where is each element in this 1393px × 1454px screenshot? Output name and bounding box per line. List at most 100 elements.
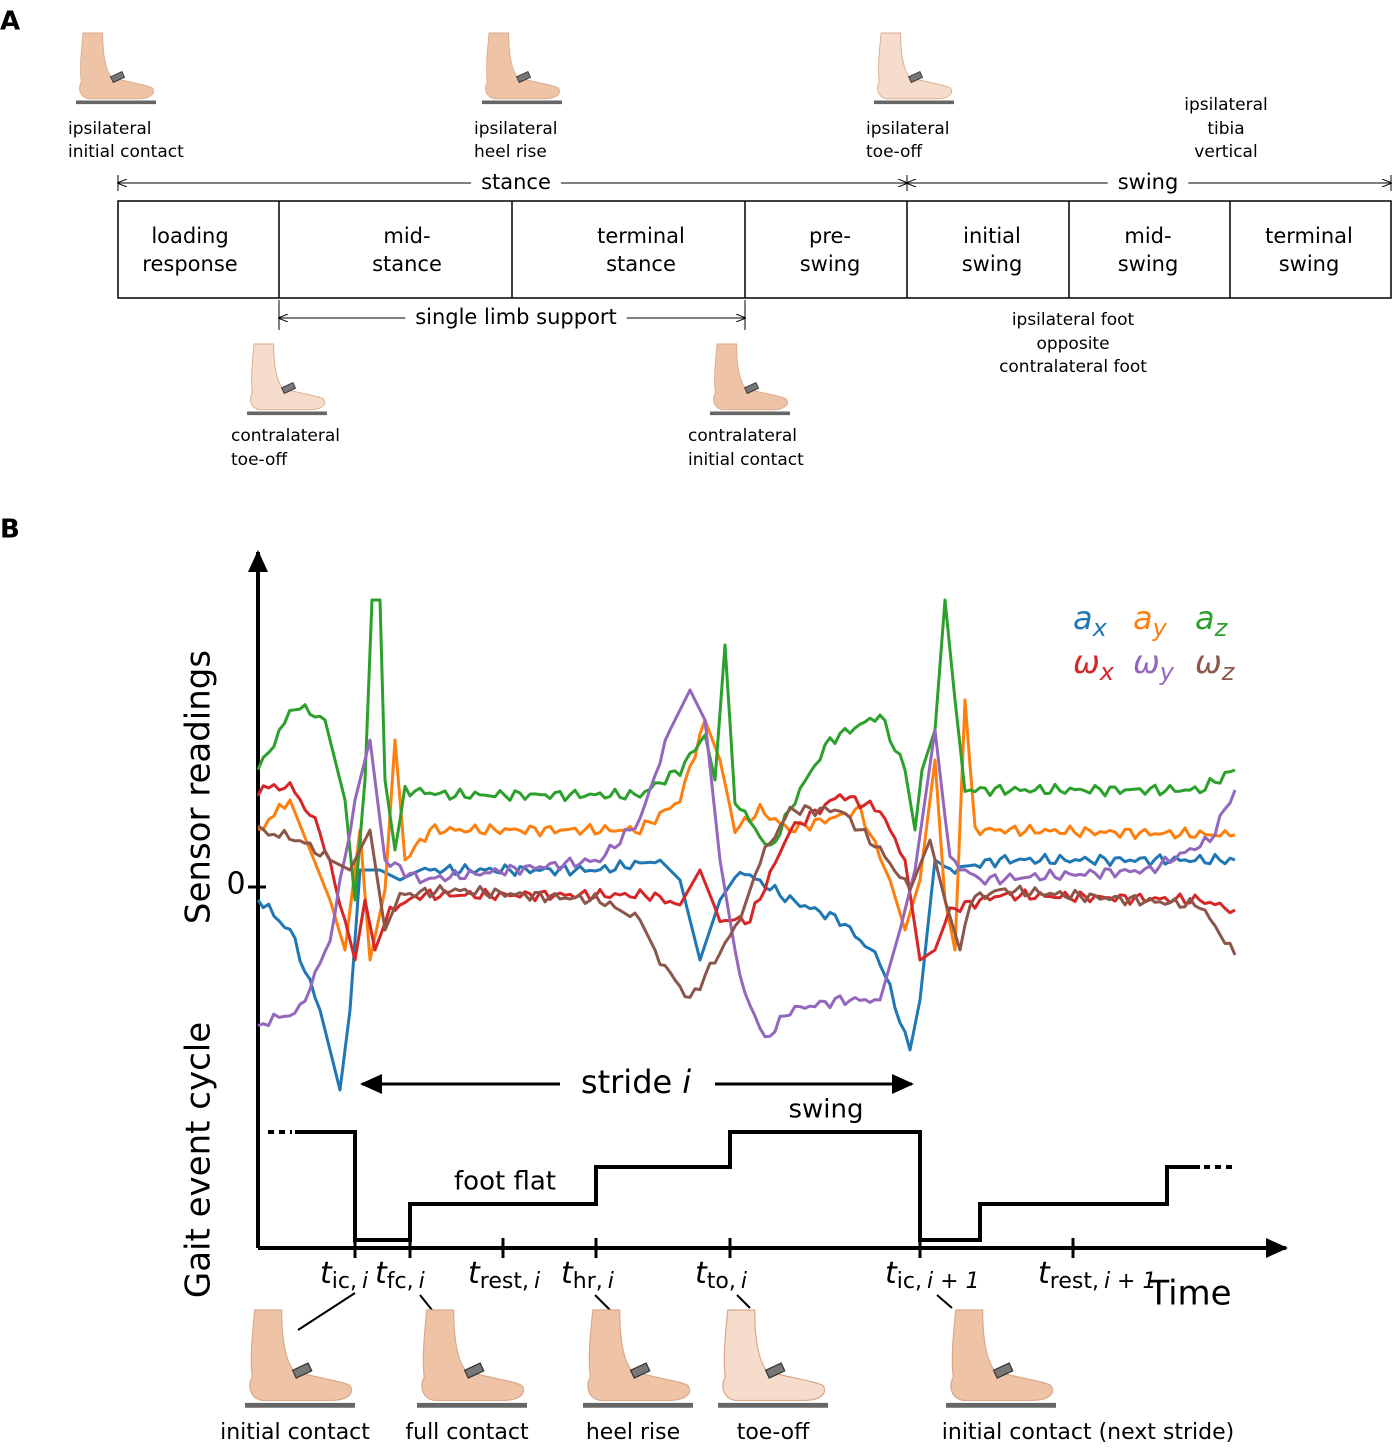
foot-shape [950, 1309, 1054, 1402]
tick-sub: rest, [1050, 1269, 1099, 1294]
event-caption: contralateral [688, 426, 797, 446]
foot-icon [76, 32, 156, 105]
sensor-trace [257, 698, 1236, 962]
event-caption: ipsilateral foot [1012, 310, 1135, 330]
tick-index: i + 1 [927, 1269, 980, 1294]
foot-icon [245, 1309, 355, 1408]
foot-shape [421, 1309, 525, 1402]
foot-caption: heel rise [586, 1420, 680, 1445]
legend-symbol: a [1073, 599, 1093, 637]
sensor [629, 1362, 651, 1379]
tick-index: i [534, 1269, 540, 1294]
foot-shape [877, 32, 952, 100]
event-caption: contralateral [231, 426, 340, 446]
phase-name: response [142, 252, 237, 276]
phase-name: loading [151, 224, 228, 248]
event-caption: initial contact [688, 450, 804, 470]
event-caption: opposite [1036, 334, 1109, 354]
phase-name: terminal [1265, 224, 1353, 248]
time-tick-label: tic, i [320, 1256, 368, 1295]
foot-icon [718, 1309, 828, 1408]
legend-subscript: x [1099, 658, 1115, 686]
phase-name: terminal [597, 224, 685, 248]
legend-subscript: z [1221, 658, 1236, 686]
sensor [281, 382, 297, 395]
tick-sub: to, [707, 1269, 736, 1294]
event-caption: ipsilateral [474, 119, 558, 139]
legend-subscript: x [1092, 614, 1108, 642]
foot-icon [710, 343, 790, 416]
sensor [908, 71, 924, 84]
legend-symbol: ω [1073, 643, 1100, 681]
phase-name: initial [963, 224, 1021, 248]
event-caption: ipsilateral [1184, 95, 1268, 115]
stride-label: stride i [581, 1063, 691, 1101]
sensor [463, 1362, 485, 1379]
phase-name: swing [1118, 252, 1179, 276]
sensor-trace [257, 688, 1237, 1039]
tick-index: i + 1 [1104, 1269, 1157, 1294]
panel-label: B [0, 515, 20, 545]
foot-icon [946, 1309, 1056, 1408]
foot-shape [249, 1309, 353, 1402]
legend-entry: ωz [1195, 643, 1236, 686]
tick-sub: rest, [480, 1269, 529, 1294]
sensor [516, 71, 532, 84]
tick-index: i [362, 1269, 368, 1294]
panel-label: A [0, 7, 20, 37]
legend-subscript: y [1152, 614, 1168, 642]
phase-name: stance [606, 252, 676, 276]
sensor [291, 1362, 313, 1379]
legend-entry: ay [1133, 599, 1168, 642]
stance-label: stance [481, 170, 551, 194]
foot-shape [250, 343, 325, 411]
time-tick-label: tic, i + 1 [885, 1256, 980, 1295]
foot-shape [587, 1309, 691, 1402]
tick-main: t [695, 1256, 708, 1291]
legend-subscript: y [1159, 658, 1175, 686]
y-axis-label: Sensor readings [179, 650, 219, 924]
sensor [992, 1362, 1014, 1379]
swing-label: swing [1118, 170, 1179, 194]
legend-entry: ωy [1133, 643, 1175, 686]
foot-icon [247, 343, 327, 416]
event-caption: tibia [1207, 119, 1244, 139]
sensor-trace [257, 804, 1237, 999]
label-bg [471, 170, 561, 194]
leader-line [936, 1294, 953, 1309]
tick-main: t [320, 1256, 333, 1291]
legend-entry: ωx [1073, 643, 1115, 686]
phase-name: pre- [809, 224, 851, 248]
tick-sub: fc, [387, 1269, 414, 1294]
tick-main: t [468, 1256, 481, 1291]
foot-icon [417, 1309, 527, 1408]
time-tick-label: trest, i [468, 1256, 540, 1295]
foot-icon [874, 32, 954, 105]
event-caption: ipsilateral [866, 119, 950, 139]
foot-icon [583, 1309, 693, 1408]
foot-shape [713, 343, 788, 411]
stride-index: i [682, 1063, 691, 1101]
foot-shape [722, 1309, 826, 1402]
y-axis-label: Gait event cycle [179, 1022, 219, 1298]
legend-symbol: ω [1195, 643, 1222, 681]
tick-sub: hr, [573, 1269, 603, 1294]
x-axis-label: Time [1147, 1274, 1231, 1314]
legend-symbol: a [1133, 599, 1153, 637]
sensor-trace [256, 852, 1236, 1092]
gait-cycle-dots [268, 1130, 1235, 1169]
legend-entry: az [1195, 599, 1229, 642]
event-caption: toe-off [866, 142, 923, 162]
tick-main: t [1038, 1256, 1051, 1291]
phase-label: swing [788, 1095, 863, 1125]
tick-index: i [608, 1269, 614, 1294]
leader-line [419, 1294, 433, 1311]
time-tick-label: tfc, i [375, 1256, 425, 1295]
phase-name: swing [1279, 252, 1340, 276]
leader-line [736, 1294, 751, 1309]
zero-label: 0 [226, 867, 245, 902]
foot-caption: initial contact (next stride) [942, 1420, 1234, 1445]
foot-shape [485, 32, 560, 100]
tick-index: i [741, 1269, 747, 1294]
